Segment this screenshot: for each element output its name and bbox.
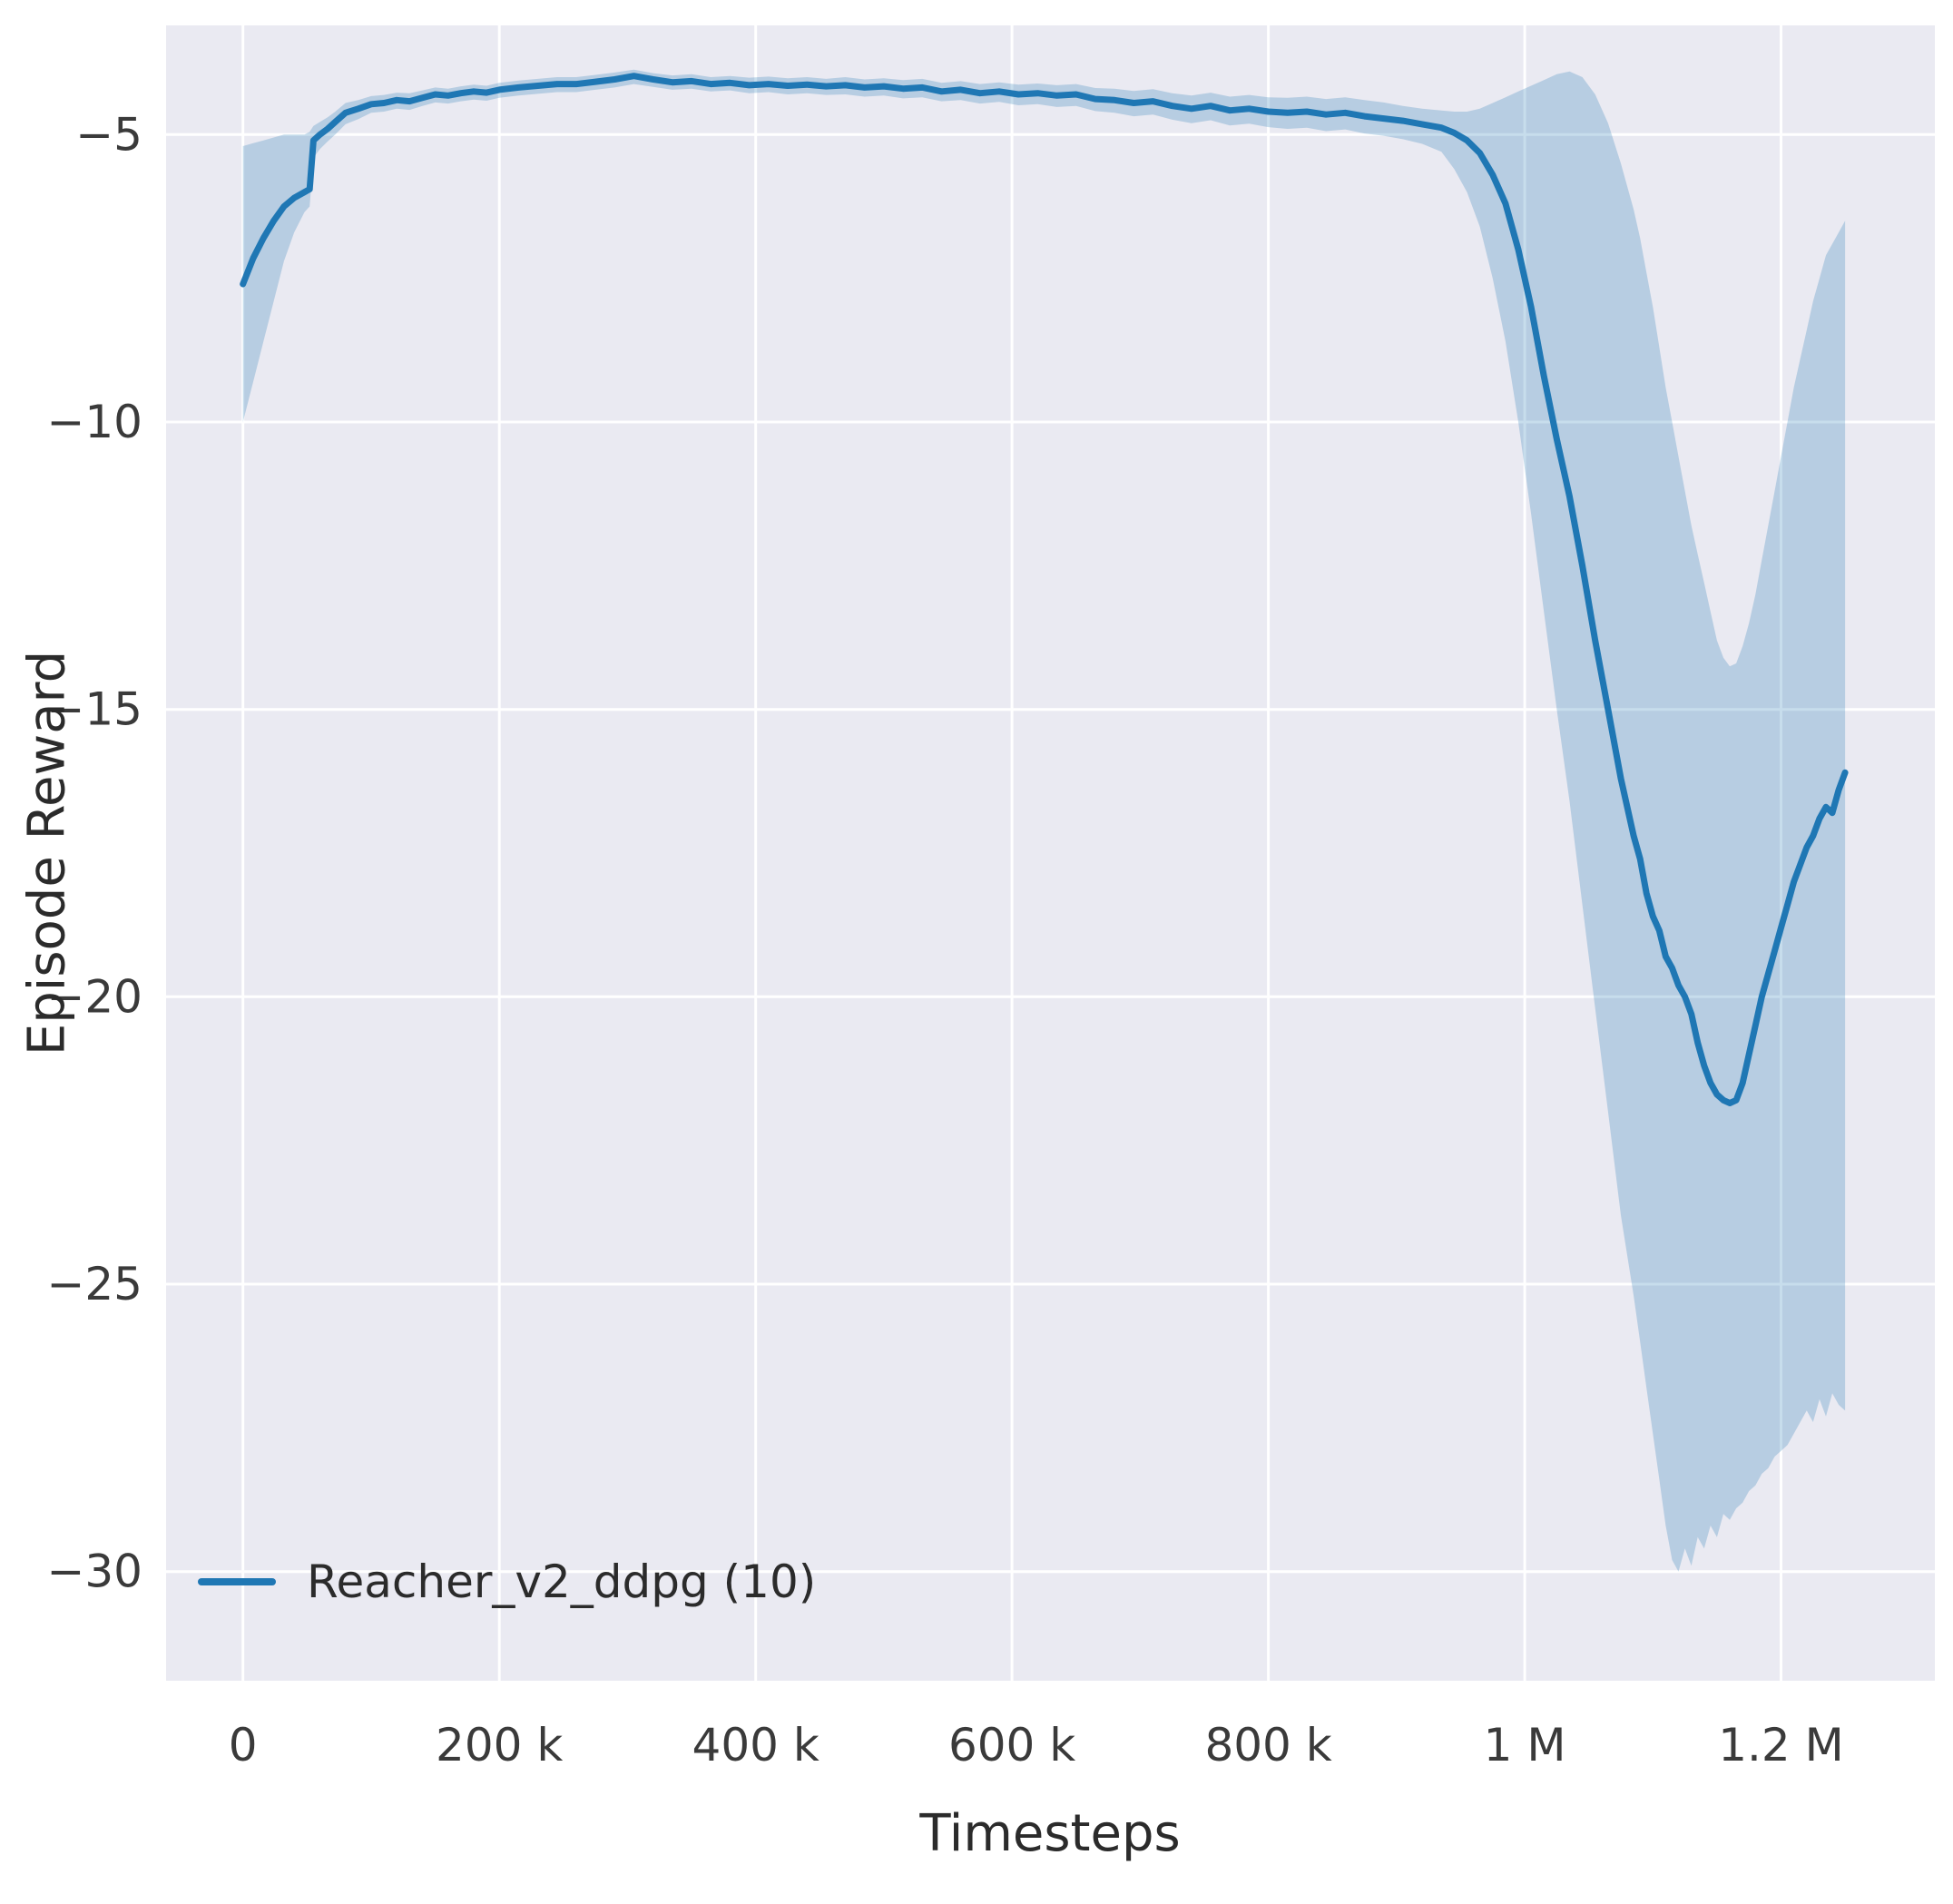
legend-line-swatch (198, 1578, 276, 1585)
x-tick-label: 1.2 M (1718, 1719, 1844, 1772)
x-tick-label: 200 k (436, 1719, 563, 1772)
x-tick-label: 400 k (692, 1719, 819, 1772)
x-tick-label: 600 k (948, 1719, 1075, 1772)
x-tick-label: 1 M (1484, 1719, 1566, 1772)
mean-line (240, 73, 1849, 1106)
x-tick-label: 800 k (1204, 1719, 1331, 1772)
y-tick-label: −15 (46, 683, 142, 736)
legend-label: Reacher_v2_ddpg (10) (307, 1556, 817, 1608)
confidence-band (242, 69, 1846, 1572)
x-axis-label: Timesteps (919, 1804, 1181, 1863)
y-axis-label: Episode Reward (17, 650, 77, 1056)
y-tick-label: −30 (46, 1546, 142, 1598)
y-tick-label: −20 (46, 970, 142, 1023)
y-tick-label: −5 (75, 108, 142, 161)
y-tick-label: −25 (46, 1258, 142, 1310)
y-tick-label: −10 (46, 396, 142, 448)
legend: Reacher_v2_ddpg (10) (198, 1556, 816, 1608)
x-tick-label: 0 (229, 1719, 258, 1772)
